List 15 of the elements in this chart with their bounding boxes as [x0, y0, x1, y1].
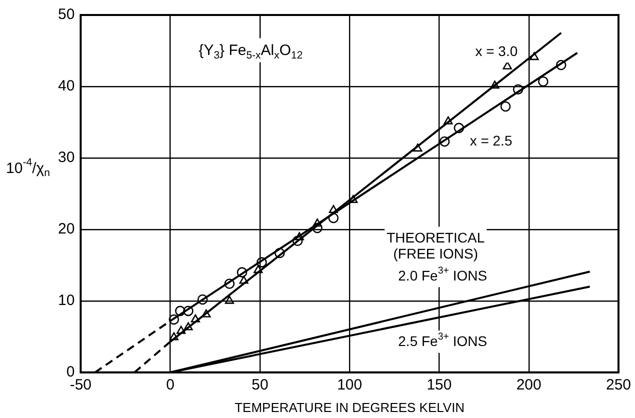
- x-tick-label: 0: [166, 376, 174, 394]
- x-tick-label: 150: [426, 376, 452, 394]
- y-tick-label: 10: [58, 292, 75, 310]
- annotation: x = 2.5: [470, 132, 512, 148]
- y-tick-label: 20: [58, 220, 75, 238]
- x-tick-label: 250: [606, 376, 631, 394]
- x-tick-label: 200: [516, 376, 542, 394]
- x-tick-label: 100: [337, 376, 362, 394]
- y-tick-label: 40: [58, 78, 75, 95]
- y-tick-label: 50: [58, 6, 75, 24]
- annotation: THEORETICAL (FREE IONS): [386, 229, 485, 262]
- x-axis-title: TEMPERATURE IN DEGREES KELVIN: [234, 400, 465, 415]
- x-tick-label: 50: [252, 376, 268, 394]
- y-tick-label: 30: [58, 149, 75, 166]
- annotation: x = 3.0: [475, 43, 518, 60]
